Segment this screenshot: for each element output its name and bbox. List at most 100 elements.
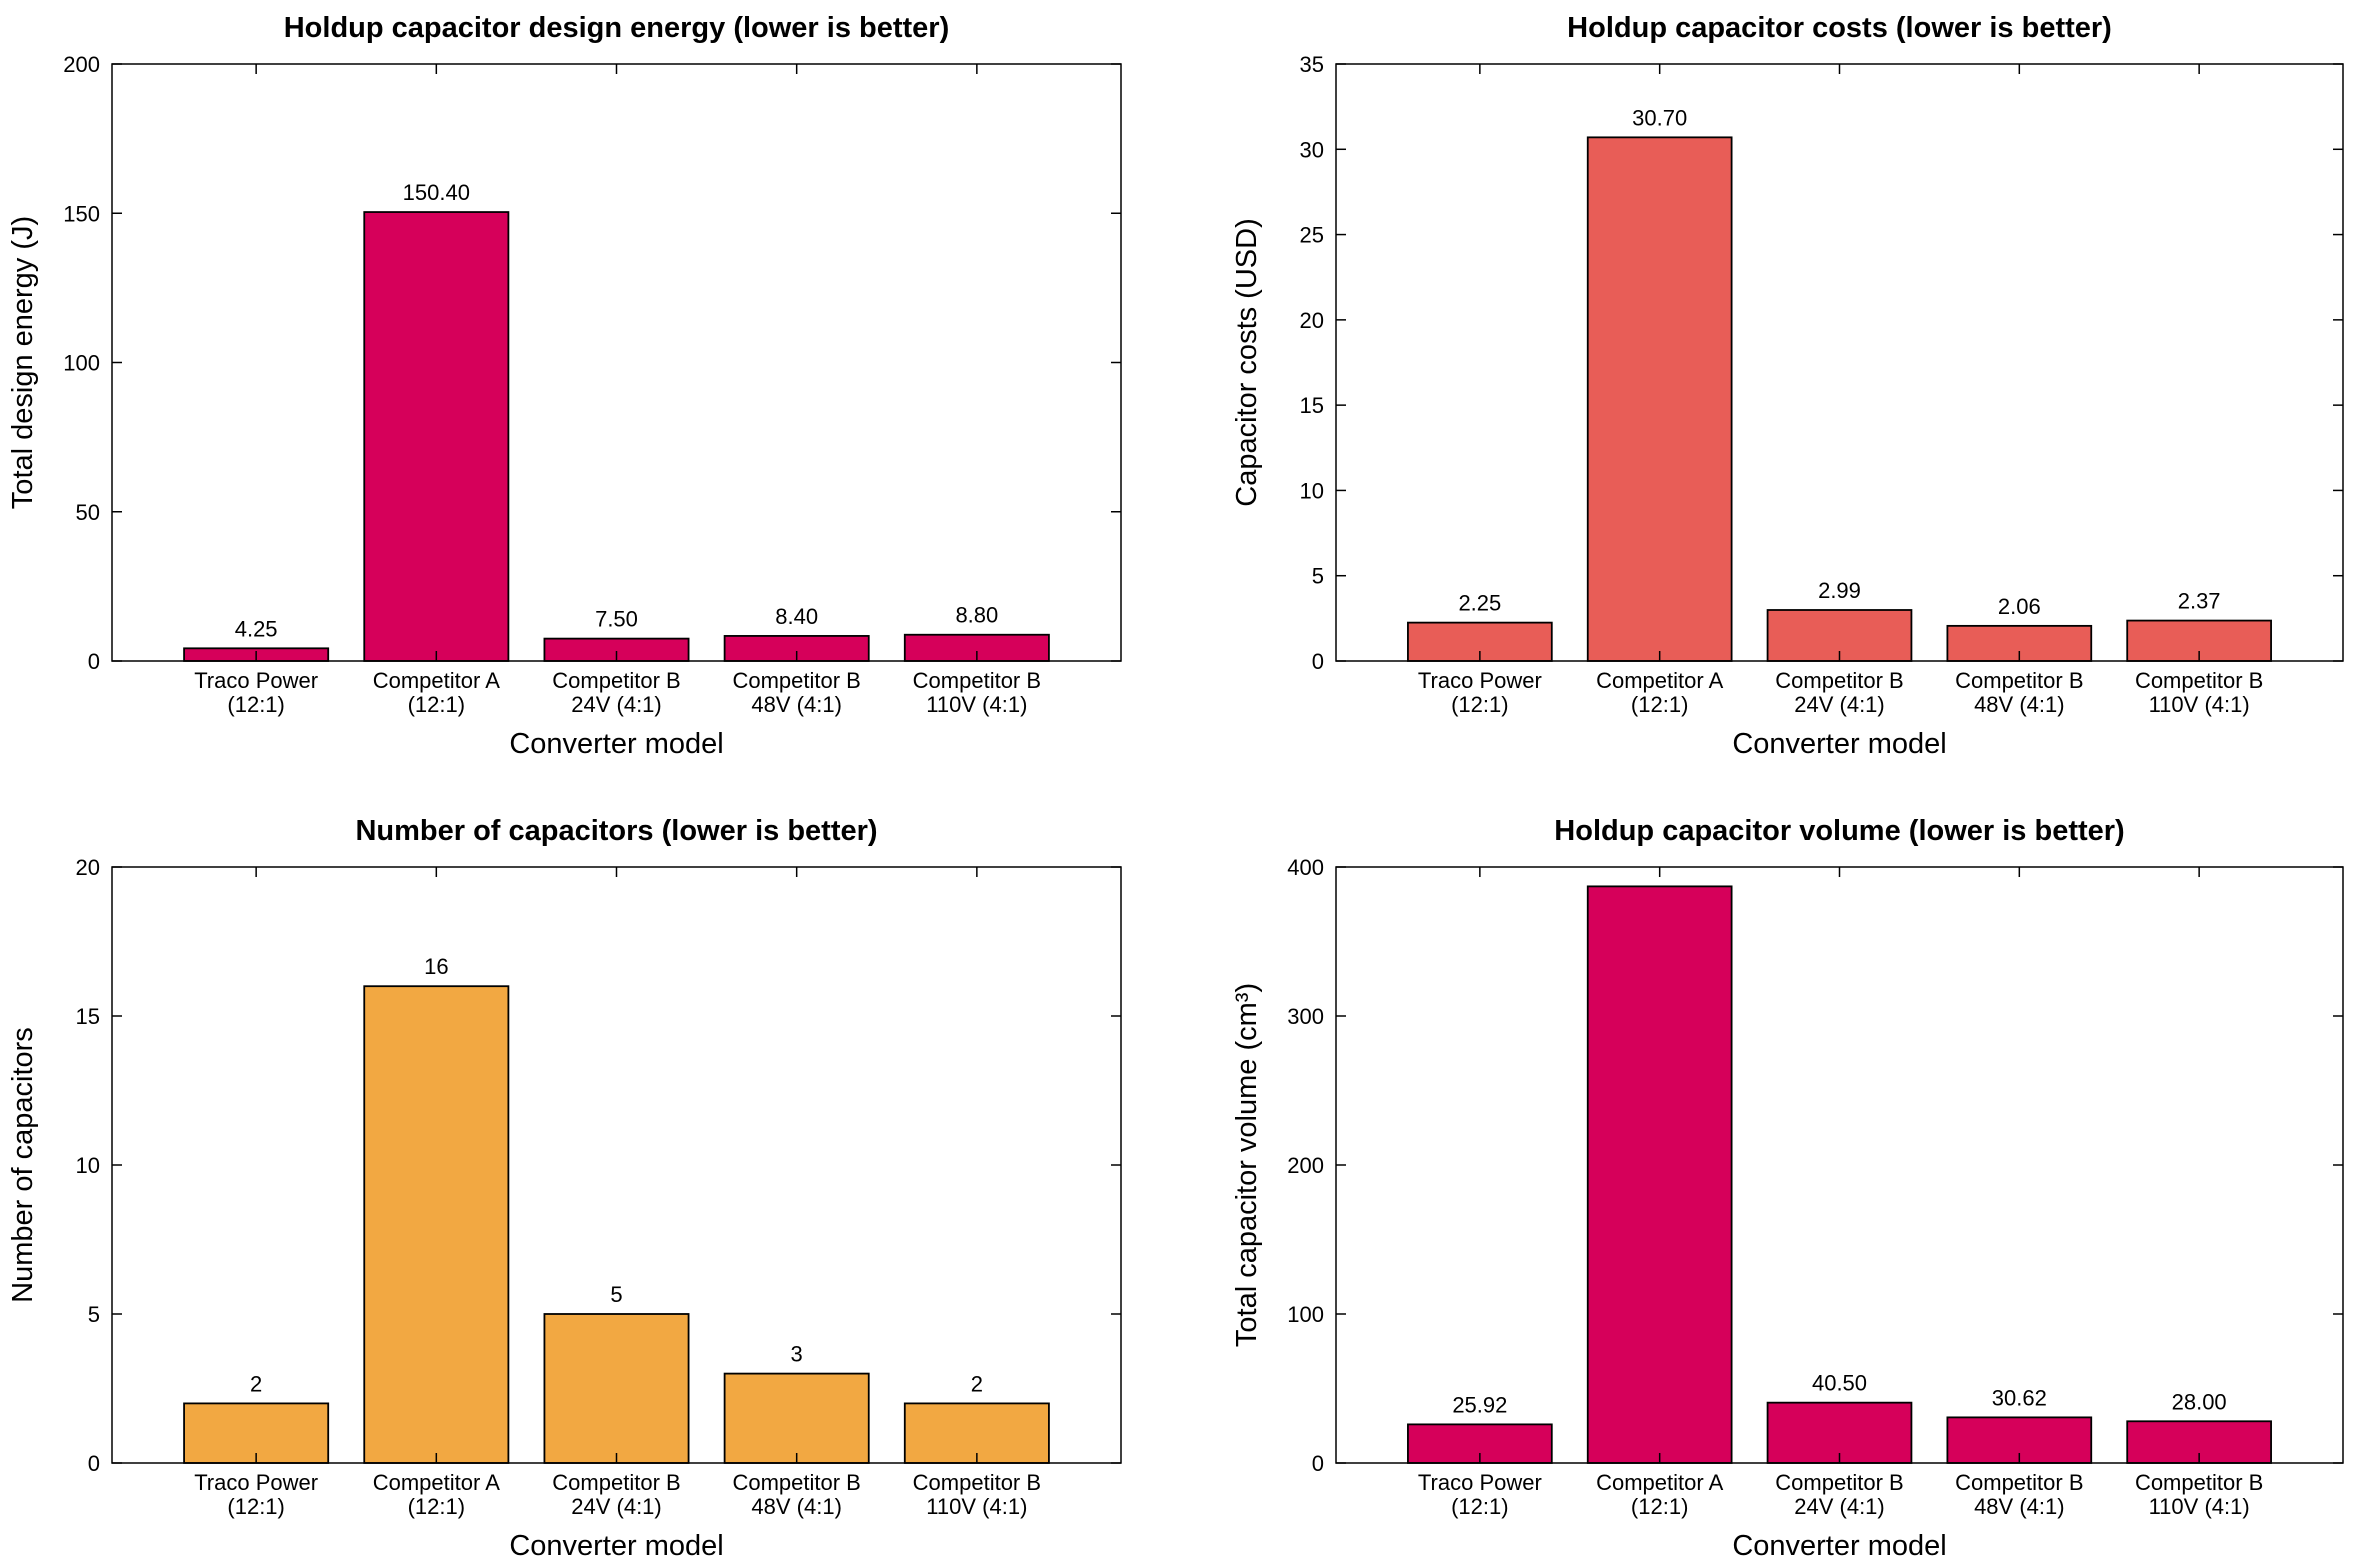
category-label: (12:1) xyxy=(408,1494,465,1519)
y-tick-label: 15 xyxy=(76,1004,100,1029)
category-label: Competitor B xyxy=(732,1470,860,1495)
data-label: 30.70 xyxy=(1632,105,1687,130)
category-label: Competitor B xyxy=(2135,668,2263,693)
bar xyxy=(723,1372,870,1464)
y-tick-label: 0 xyxy=(1312,1451,1324,1476)
chart-title: Number of capacitors (lower is better) xyxy=(355,815,877,847)
data-label: 40.50 xyxy=(1812,1371,1867,1396)
data-label: 5 xyxy=(610,1282,622,1307)
y-axis-label: Total capacitor volume (cm³) xyxy=(1231,983,1263,1347)
chart-title: Holdup capacitor volume (lower is better… xyxy=(1554,815,2124,847)
data-label: 2.25 xyxy=(1458,591,1501,616)
data-label: 8.80 xyxy=(955,603,998,628)
category-label: Competitor B xyxy=(552,668,680,693)
category-label: Competitor B xyxy=(1775,1470,1903,1495)
category-label: Competitor A xyxy=(1596,668,1723,693)
category-label: (12:1) xyxy=(1451,692,1508,717)
category-label: Competitor B xyxy=(1955,668,2083,693)
y-tick-label: 10 xyxy=(1300,478,1324,503)
y-tick-label: 30 xyxy=(1300,137,1324,162)
y-tick-label: 300 xyxy=(1287,1004,1324,1029)
y-tick-label: 100 xyxy=(63,351,100,376)
category-label: Competitor A xyxy=(373,1470,500,1495)
bar xyxy=(1407,1423,1553,1464)
plot-frame xyxy=(1335,63,2344,662)
y-tick-label: 50 xyxy=(76,500,100,525)
data-label: 2 xyxy=(250,1371,262,1396)
y-tick-label: 100 xyxy=(1287,1302,1324,1327)
data-label: 2.37 xyxy=(2178,589,2221,614)
plot-frame xyxy=(111,63,1122,662)
category-label: Traco Power xyxy=(1418,1470,1542,1495)
data-label: 8.40 xyxy=(775,604,818,629)
category-label: 48V (4:1) xyxy=(751,692,842,717)
y-tick-label: 35 xyxy=(1300,52,1324,77)
chart-panel-4: Holdup capacitor volume (lower is better… xyxy=(1231,815,2344,1562)
y-tick-label: 0 xyxy=(88,649,100,674)
category-label: 48V (4:1) xyxy=(1974,692,2065,717)
category-label: Competitor B xyxy=(1775,668,1903,693)
category-label: 24V (4:1) xyxy=(571,692,662,717)
data-label: 2.06 xyxy=(1998,594,2041,619)
x-axis-label: Converter model xyxy=(509,1530,723,1562)
y-tick-label: 150 xyxy=(63,201,100,226)
chart-panel-3: Number of capacitors (lower is better) 2 T… xyxy=(7,815,1122,1562)
category-label: (12:1) xyxy=(1451,1494,1508,1519)
y-tick-label: 0 xyxy=(88,1451,100,1476)
data-label: 150.40 xyxy=(403,180,470,205)
category-label: 24V (4:1) xyxy=(1794,692,1885,717)
bar xyxy=(363,211,510,662)
y-axis-label: Total design energy (J) xyxy=(7,216,39,509)
data-label: 28.00 xyxy=(2172,1389,2227,1414)
category-label: 110V (4:1) xyxy=(926,1494,1027,1519)
category-label: Competitor A xyxy=(373,668,500,693)
category-label: Competitor A xyxy=(1596,1470,1723,1495)
bar xyxy=(363,985,510,1464)
y-axis-label: Number of capacitors xyxy=(7,1027,39,1303)
bar xyxy=(1586,136,1733,662)
category-label: (12:1) xyxy=(1631,1494,1688,1519)
chart-panel-2: Holdup capacitor costs (lower is better)… xyxy=(1231,12,2344,760)
category-label: Traco Power xyxy=(194,668,318,693)
category-label: 48V (4:1) xyxy=(1974,1494,2065,1519)
category-label: 48V (4:1) xyxy=(751,1494,842,1519)
y-tick-label: 10 xyxy=(76,1153,100,1178)
chart-title: Holdup capacitor costs (lower is better) xyxy=(1567,12,2112,44)
category-label: 24V (4:1) xyxy=(571,1494,662,1519)
category-label: (12:1) xyxy=(227,692,284,717)
y-tick-label: 5 xyxy=(88,1302,100,1327)
y-tick-label: 15 xyxy=(1300,393,1324,418)
category-label: Competitor B xyxy=(2135,1470,2263,1495)
y-tick-label: 400 xyxy=(1287,855,1324,880)
data-label: 3 xyxy=(791,1342,803,1367)
plot-frame xyxy=(111,866,1122,1464)
y-tick-label: 200 xyxy=(1287,1153,1324,1178)
category-label: (12:1) xyxy=(408,692,465,717)
category-label: Competitor B xyxy=(1955,1470,2083,1495)
data-label: 30.62 xyxy=(1992,1385,2047,1410)
category-label: Competitor B xyxy=(913,1470,1041,1495)
category-label: (12:1) xyxy=(227,1494,284,1519)
category-label: Competitor B xyxy=(732,668,860,693)
data-label: 16 xyxy=(424,954,448,979)
y-tick-label: 20 xyxy=(1300,308,1324,333)
x-axis-label: Converter model xyxy=(1732,728,1946,760)
category-label: (12:1) xyxy=(1631,692,1688,717)
y-tick-label: 25 xyxy=(1300,223,1324,248)
data-label: 4.25 xyxy=(235,616,278,641)
y-axis-label: Capacitor costs (USD) xyxy=(1231,218,1263,506)
y-tick-label: 5 xyxy=(1312,564,1324,589)
data-label: 2.99 xyxy=(1818,578,1861,603)
category-label: Traco Power xyxy=(1418,668,1542,693)
bar xyxy=(543,1313,690,1464)
category-label: Competitor B xyxy=(913,668,1041,693)
chart-title: Holdup capacitor design energy (lower is… xyxy=(284,12,950,44)
category-label: 110V (4:1) xyxy=(926,692,1027,717)
data-label: 2 xyxy=(971,1371,983,1396)
category-label: Traco Power xyxy=(194,1470,318,1495)
bar xyxy=(1766,1401,1913,1464)
y-tick-label: 200 xyxy=(63,52,100,77)
y-tick-label: 0 xyxy=(1312,649,1324,674)
y-tick-label: 20 xyxy=(76,855,100,880)
